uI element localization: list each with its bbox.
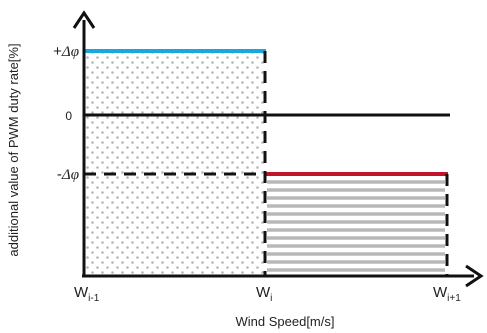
y-axis-label: additional value of PWM duty rate[%]: [6, 43, 21, 256]
y-tick-plus-dphi: +Δφ: [53, 43, 79, 60]
x-tick-w-i-plus-1: Wi+1: [433, 284, 461, 304]
striped-region: [267, 180, 445, 272]
x-tick-w-i: Wi: [256, 284, 272, 304]
x-tick-w-i-minus-1: Wi-1: [74, 284, 100, 304]
y-tick-zero: 0: [65, 109, 72, 123]
y-axis-arrowhead: [72, 10, 96, 29]
dotted-region: [84, 51, 265, 276]
x-axis-arrowhead: [465, 264, 484, 288]
y-tick-minus-dphi: -Δφ: [57, 166, 79, 183]
x-axis-label: Wind Speed[m/s]: [236, 314, 335, 329]
